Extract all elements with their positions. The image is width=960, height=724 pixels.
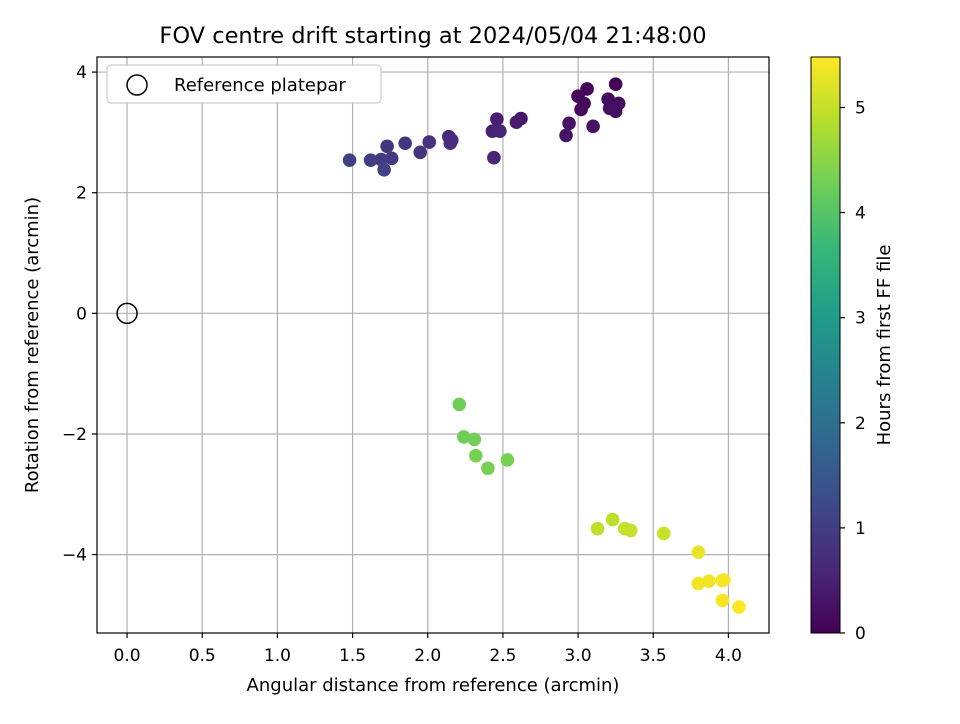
data-point (562, 116, 576, 131)
data-point (605, 512, 620, 527)
colorbar-tick-label: 4 (855, 204, 866, 224)
data-point (656, 526, 671, 541)
data-point (487, 150, 501, 165)
x-tick-label: 2.0 (414, 646, 441, 666)
data-point (481, 461, 495, 476)
y-tick-label: −2 (62, 425, 87, 445)
y-tick-label: −4 (62, 546, 87, 566)
data-point (715, 593, 730, 608)
data-point (590, 521, 605, 536)
data-point (500, 453, 515, 467)
colorbar-tick-label: 0 (855, 624, 866, 644)
colorbar-tick-label: 1 (855, 519, 866, 539)
data-point (586, 119, 600, 134)
data-point (691, 545, 706, 559)
data-point (732, 600, 746, 614)
y-axis: 4 2 0 −2 −4 (62, 63, 97, 566)
plot-grid (97, 57, 769, 633)
data-point (490, 112, 504, 126)
x-tick-label: 0.5 (189, 646, 216, 666)
data-point (377, 162, 391, 177)
data-point (443, 136, 458, 151)
data-point (380, 139, 394, 154)
chart-title: FOV centre drift starting at 2024/05/04 … (159, 23, 706, 49)
colorbar-tick-label: 3 (855, 309, 866, 329)
data-point (574, 102, 588, 117)
data-point (623, 523, 638, 538)
colorbar-ticks: 0 1 2 3 4 5 (840, 98, 866, 644)
y-tick-label: 0 (76, 304, 87, 324)
colorbar-label: Hours from first FF file (874, 245, 895, 446)
legend-marker (126, 74, 148, 96)
data-point (608, 77, 623, 91)
y-axis-label: Rotation from reference (arcmin) (22, 197, 43, 493)
x-tick-label: 2.5 (489, 646, 516, 666)
data-point (398, 136, 412, 151)
reference-platepar-marker (116, 302, 138, 325)
data-point (580, 82, 594, 96)
x-tick-label: 1.5 (339, 646, 366, 666)
data-point (374, 152, 388, 167)
x-tick-label: 3.5 (640, 646, 667, 666)
data-point (467, 432, 482, 447)
data-point (691, 576, 706, 591)
data-point (469, 448, 483, 463)
y-tick-label: 4 (76, 63, 87, 83)
x-axis: 0.0 0.5 1.0 1.5 2.0 2.5 3.0 3.5 4.0 (114, 633, 742, 666)
x-tick-label: 0.0 (114, 646, 141, 666)
data-point (608, 104, 623, 119)
data-point (452, 397, 467, 412)
colorbar-tick-label: 5 (855, 98, 866, 118)
data-point (559, 128, 573, 143)
data-point (384, 151, 399, 166)
data-point (702, 574, 716, 588)
x-axis-label: Angular distance from reference (arcmin) (247, 675, 620, 696)
data-point (509, 115, 524, 129)
legend-label: Reference platepar (174, 75, 346, 96)
data-point (717, 573, 731, 587)
data-points (116, 77, 746, 614)
data-point (457, 430, 471, 444)
colorbar-gradient (810, 56, 841, 634)
data-point (413, 145, 428, 160)
x-tick-label: 4.0 (715, 646, 742, 666)
colorbar: 0 1 2 3 4 5 Hours from first FF file (810, 56, 895, 644)
x-tick-label: 1.0 (264, 646, 291, 666)
data-point (363, 153, 378, 167)
x-tick-label: 3.0 (565, 646, 592, 666)
data-point (342, 153, 357, 167)
data-point (422, 135, 437, 149)
legend-box (106, 64, 382, 104)
data-point (493, 124, 507, 138)
legend: Reference platepar (106, 64, 382, 104)
plot-frame (96, 56, 770, 634)
y-tick-label: 2 (76, 184, 87, 204)
colorbar-tick-label: 2 (855, 414, 866, 434)
